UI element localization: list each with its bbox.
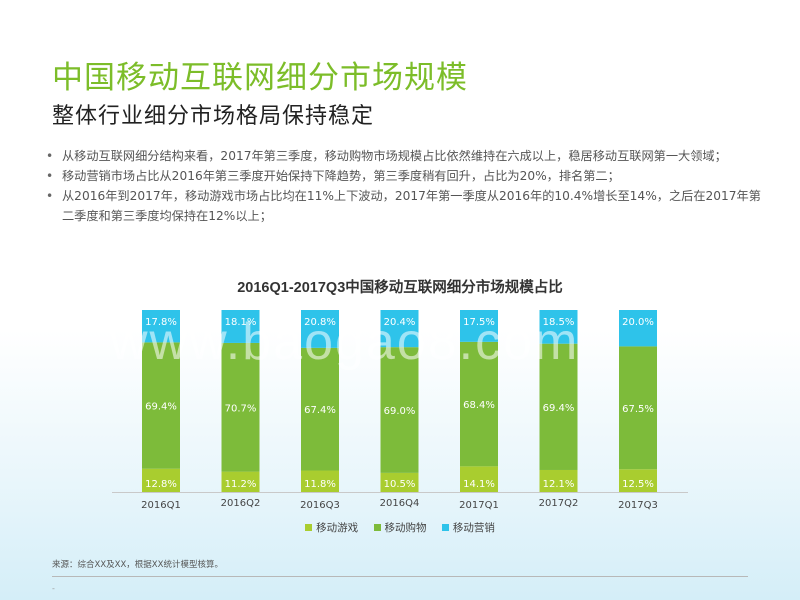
bar-segment [619,310,657,347]
bullet-marker: • [46,149,54,163]
bar-segment [301,310,339,348]
bar-segment [221,471,260,492]
data-label: 12.8% [145,479,177,490]
data-label: 14.1% [463,479,495,490]
bar-segment [539,343,578,470]
x-tick-label: 2016Q3 [300,500,340,511]
legend-label: 移动游戏 [316,522,359,534]
data-label: 17.8% [145,317,177,328]
page-title: 中国移动互联网细分市场规模 [52,60,468,96]
bullet-item: • 从移动互联网细分结构来看，2017年第三季度，移动购物市场规模占比依然维持在六… [44,146,764,166]
legend-swatch [305,524,313,531]
legend-item-shopping: 移动购物 [373,520,427,535]
legend-label: 移动购物 [384,522,427,534]
bullet-marker: • [46,189,54,203]
data-label: 70.7% [225,403,257,414]
bar-segment [301,470,339,492]
chart-legend: 移动游戏 移动购物 移动营销 [0,520,800,535]
data-label: 11.2% [225,479,257,490]
bar-segment [380,347,419,473]
bar-segment [380,472,419,492]
footer-mark: - [52,584,55,593]
data-label: 12.5% [622,479,654,490]
bar-segment [460,466,498,492]
bar-segment [539,310,578,344]
legend-item-gaming: 移动游戏 [305,520,358,535]
bar-segment [142,468,180,492]
watermark: www.baogao8.com [110,313,580,371]
bar-segment [380,310,419,348]
data-label: 18.1% [225,317,257,328]
bullet-item: • 从2016年到2017年，移动游戏市场占比均在11%上下波动，2017年第一季… [44,186,764,226]
data-label: 11.8% [304,479,336,490]
data-label: 67.4% [304,405,336,416]
legend-swatch [441,524,449,531]
bullet-text: 移动营销市场占比从2016年第三季度开始保持下降趋势，第三季度稍有回升，占比为2… [62,169,620,183]
bar-segment [221,310,260,343]
bar-segment [221,342,260,472]
data-label: 20.0% [622,317,654,328]
bullet-text: 从2016年到2017年，移动游戏市场占比均在11%上下波动，2017年第一季度… [62,189,761,223]
source-note: 来源：综合XX及XX，根据XX统计模型核算。 [52,560,223,570]
bar-segment [301,347,339,471]
legend-swatch [373,524,381,531]
legend-label: 移动营销 [452,522,495,534]
x-tick-label: 2017Q2 [539,498,579,509]
data-label: 67.5% [622,404,654,415]
bullet-text: 从移动互联网细分结构来看，2017年第三季度，移动购物市场规模占比依然维持在六成… [62,149,727,163]
bar-segment [460,310,498,342]
bar-segment [619,346,657,470]
bar-segment [142,342,180,469]
data-label: 17.5% [463,317,495,328]
data-label: 69.4% [543,403,575,414]
bullet-list: • 从移动互联网细分结构来看，2017年第三季度，移动购物市场规模占比依然维持在六… [44,146,764,226]
bullet-item: • 移动营销市场占比从2016年第三季度开始保持下降趋势，第三季度稍有回升，占比为… [44,166,764,186]
bar-segment [619,469,657,492]
data-label: 69.4% [145,402,177,413]
x-tick-label: 2017Q1 [459,500,499,511]
data-label: 12.1% [543,479,575,490]
x-tick-label: 2016Q2 [221,498,261,509]
x-tick-label: 2016Q4 [380,498,420,509]
legend-item-marketing: 移动营销 [441,520,495,535]
bullet-marker: • [46,169,54,183]
bar-segment [142,310,180,343]
x-tick-label: 2017Q3 [618,500,658,511]
data-label: 18.5% [543,317,575,328]
data-label: 68.4% [463,400,495,411]
page-subtitle: 整体行业细分市场格局保持稳定 [52,104,375,129]
data-label: 20.4% [384,317,416,328]
data-label: 20.8% [304,317,336,328]
bar-segment [460,341,498,467]
data-label: 69.0% [384,406,416,417]
chart-title: 2016Q1-2017Q3中国移动互联网细分市场规模占比 [237,280,563,296]
x-tick-label: 2016Q1 [141,500,181,511]
footer-divider [52,576,748,577]
data-label: 10.5% [384,479,416,490]
bar-segment [539,469,578,492]
